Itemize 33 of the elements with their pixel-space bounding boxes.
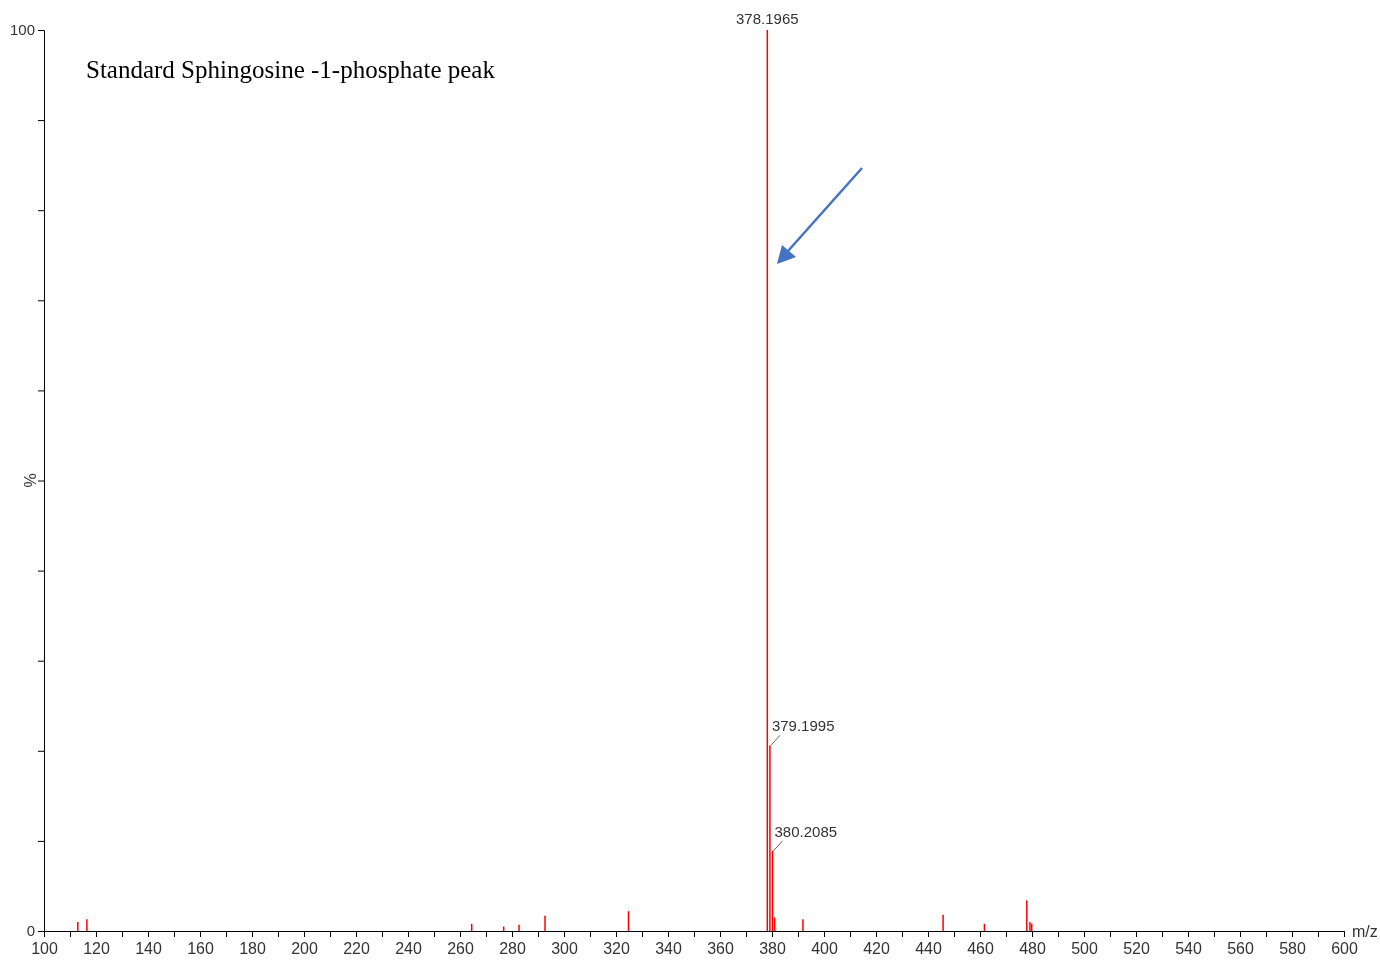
x-tick-label: 180 bbox=[239, 940, 266, 958]
x-tick-label: 480 bbox=[1019, 940, 1046, 958]
y-tick-label: 0 bbox=[26, 922, 35, 940]
x-tick-label: 100 bbox=[31, 940, 58, 958]
x-tick-label: 540 bbox=[1175, 940, 1202, 958]
x-tick-label: 200 bbox=[291, 940, 318, 958]
x-tick-label: 320 bbox=[603, 940, 630, 958]
x-tick-label: 260 bbox=[447, 940, 474, 958]
x-tick-label: 300 bbox=[551, 940, 578, 958]
x-tick-label: 600 bbox=[1331, 940, 1358, 958]
x-tick-label: 400 bbox=[811, 940, 838, 958]
x-tick-label: 560 bbox=[1227, 940, 1254, 958]
x-tick-label: 120 bbox=[83, 940, 110, 958]
x-tick-label: 240 bbox=[395, 940, 422, 958]
x-axis-title: m/z bbox=[1352, 923, 1378, 940]
annotation: 379.1995 bbox=[771, 717, 835, 735]
x-tick-label: 440 bbox=[915, 940, 942, 958]
annotation: 380.2085 bbox=[774, 822, 838, 840]
x-tick-label: 140 bbox=[135, 940, 162, 958]
y-axis-title: % bbox=[22, 473, 39, 488]
x-tick-label: 520 bbox=[1123, 940, 1150, 958]
x-tick-label: 360 bbox=[707, 940, 734, 958]
x-tick-label: 500 bbox=[1071, 940, 1098, 958]
x-tick-label: 580 bbox=[1279, 940, 1306, 958]
x-tick-label: 460 bbox=[967, 940, 994, 958]
x-tick-label: 380 bbox=[759, 940, 786, 958]
annotation: 378.1965 bbox=[736, 10, 799, 27]
x-tick-label: 340 bbox=[655, 940, 682, 958]
x-tick-label: 160 bbox=[187, 940, 214, 958]
x-tick-label: 220 bbox=[343, 940, 370, 958]
x-tick-label: 420 bbox=[863, 940, 890, 958]
x-tick-label: 280 bbox=[499, 940, 526, 958]
text: Standard Sphingosine -1-phosphate peak bbox=[86, 56, 496, 83]
